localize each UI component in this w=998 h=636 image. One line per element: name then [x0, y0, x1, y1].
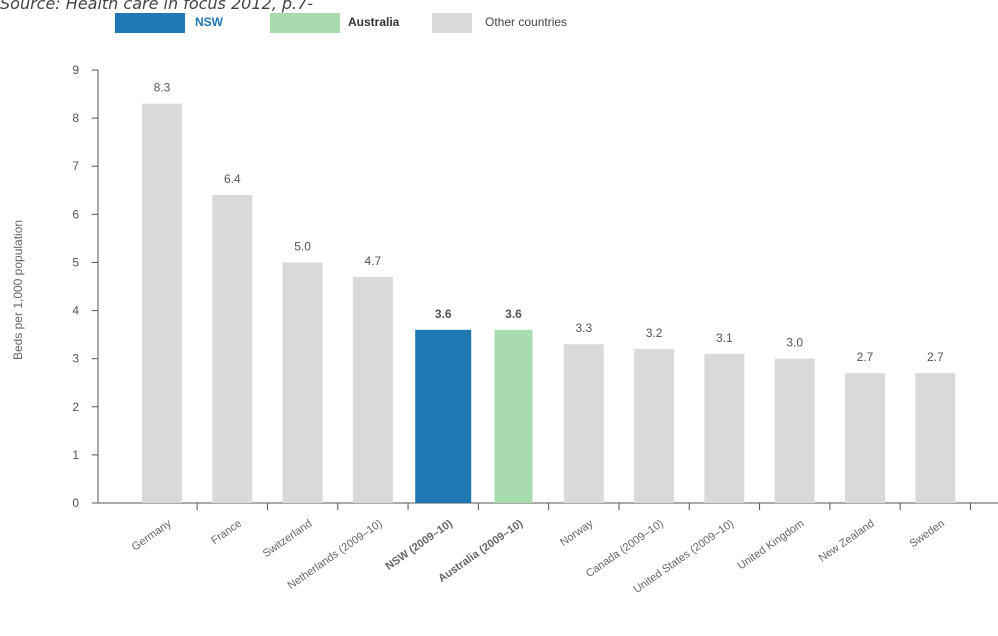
x-tick-label: New Zealand [817, 518, 877, 565]
data-label: 3.3 [575, 321, 592, 335]
x-tick-label: Sweden [908, 518, 947, 551]
x-tick-label: Switzerland [261, 518, 314, 560]
data-label: 4.7 [365, 254, 382, 268]
bar [415, 329, 472, 503]
y-tick-label: 1 [72, 448, 79, 462]
x-tick-label: NSW (2009–10) [383, 517, 455, 572]
data-label: 3.0 [786, 336, 803, 350]
y-tick-label: 8 [72, 111, 79, 125]
legend-swatch-other-countries [432, 13, 472, 33]
bar [845, 373, 885, 503]
y-tick-label: 6 [72, 207, 79, 221]
bar [352, 276, 393, 503]
x-tick-label: United Kingdom [735, 518, 806, 573]
data-label: 3.1 [716, 331, 733, 345]
data-label: 2.7 [927, 350, 944, 364]
y-tick-label: 4 [72, 304, 79, 318]
chart-legend: NSW Australia Other countries [0, 10, 998, 36]
legend-label-other-countries: Other countries [485, 15, 568, 29]
data-label: 3.6 [505, 307, 522, 321]
legend-swatch-australia [270, 13, 340, 33]
data-label: 5.0 [294, 239, 311, 253]
y-tick-label: 9 [72, 63, 79, 77]
chart-caption: Source: Health care in focus 2012, p.7- [0, 0, 314, 13]
data-label: 8.3 [154, 81, 171, 95]
y-tick-label: 2 [72, 400, 79, 414]
bar [704, 353, 745, 503]
bar [915, 373, 956, 503]
legend-label-nsw: NSW [195, 15, 223, 29]
bar [634, 349, 675, 503]
y-tick-label: 0 [72, 496, 79, 510]
legend-swatch-nsw [115, 13, 185, 33]
y-tick-label: 3 [72, 352, 79, 366]
y-tick-label: 5 [72, 255, 79, 269]
x-tick-label: France [209, 518, 244, 547]
bar [494, 329, 533, 503]
legend-label-australia: Australia [348, 15, 400, 29]
bars [142, 103, 956, 504]
x-tick-label: Norway [558, 517, 596, 549]
data-label: 2.7 [857, 350, 874, 364]
data-label: 6.4 [224, 172, 241, 186]
bar [563, 344, 604, 503]
bar [282, 262, 323, 503]
bar [212, 195, 253, 504]
x-tick-label: Germany [130, 517, 174, 553]
value-labels: 8.3 6.4 5.0 4.7 3.6 3.6 3.3 3.2 3.1 3.0 2.7 2.7 [154, 81, 944, 364]
y-tick-label: 7 [72, 159, 79, 173]
data-label: 3.2 [646, 326, 663, 340]
data-label: 3.6 [435, 307, 452, 321]
bar [774, 358, 815, 503]
y-axis-label: Beds per 1,000 population [11, 220, 25, 360]
bar [142, 103, 182, 503]
